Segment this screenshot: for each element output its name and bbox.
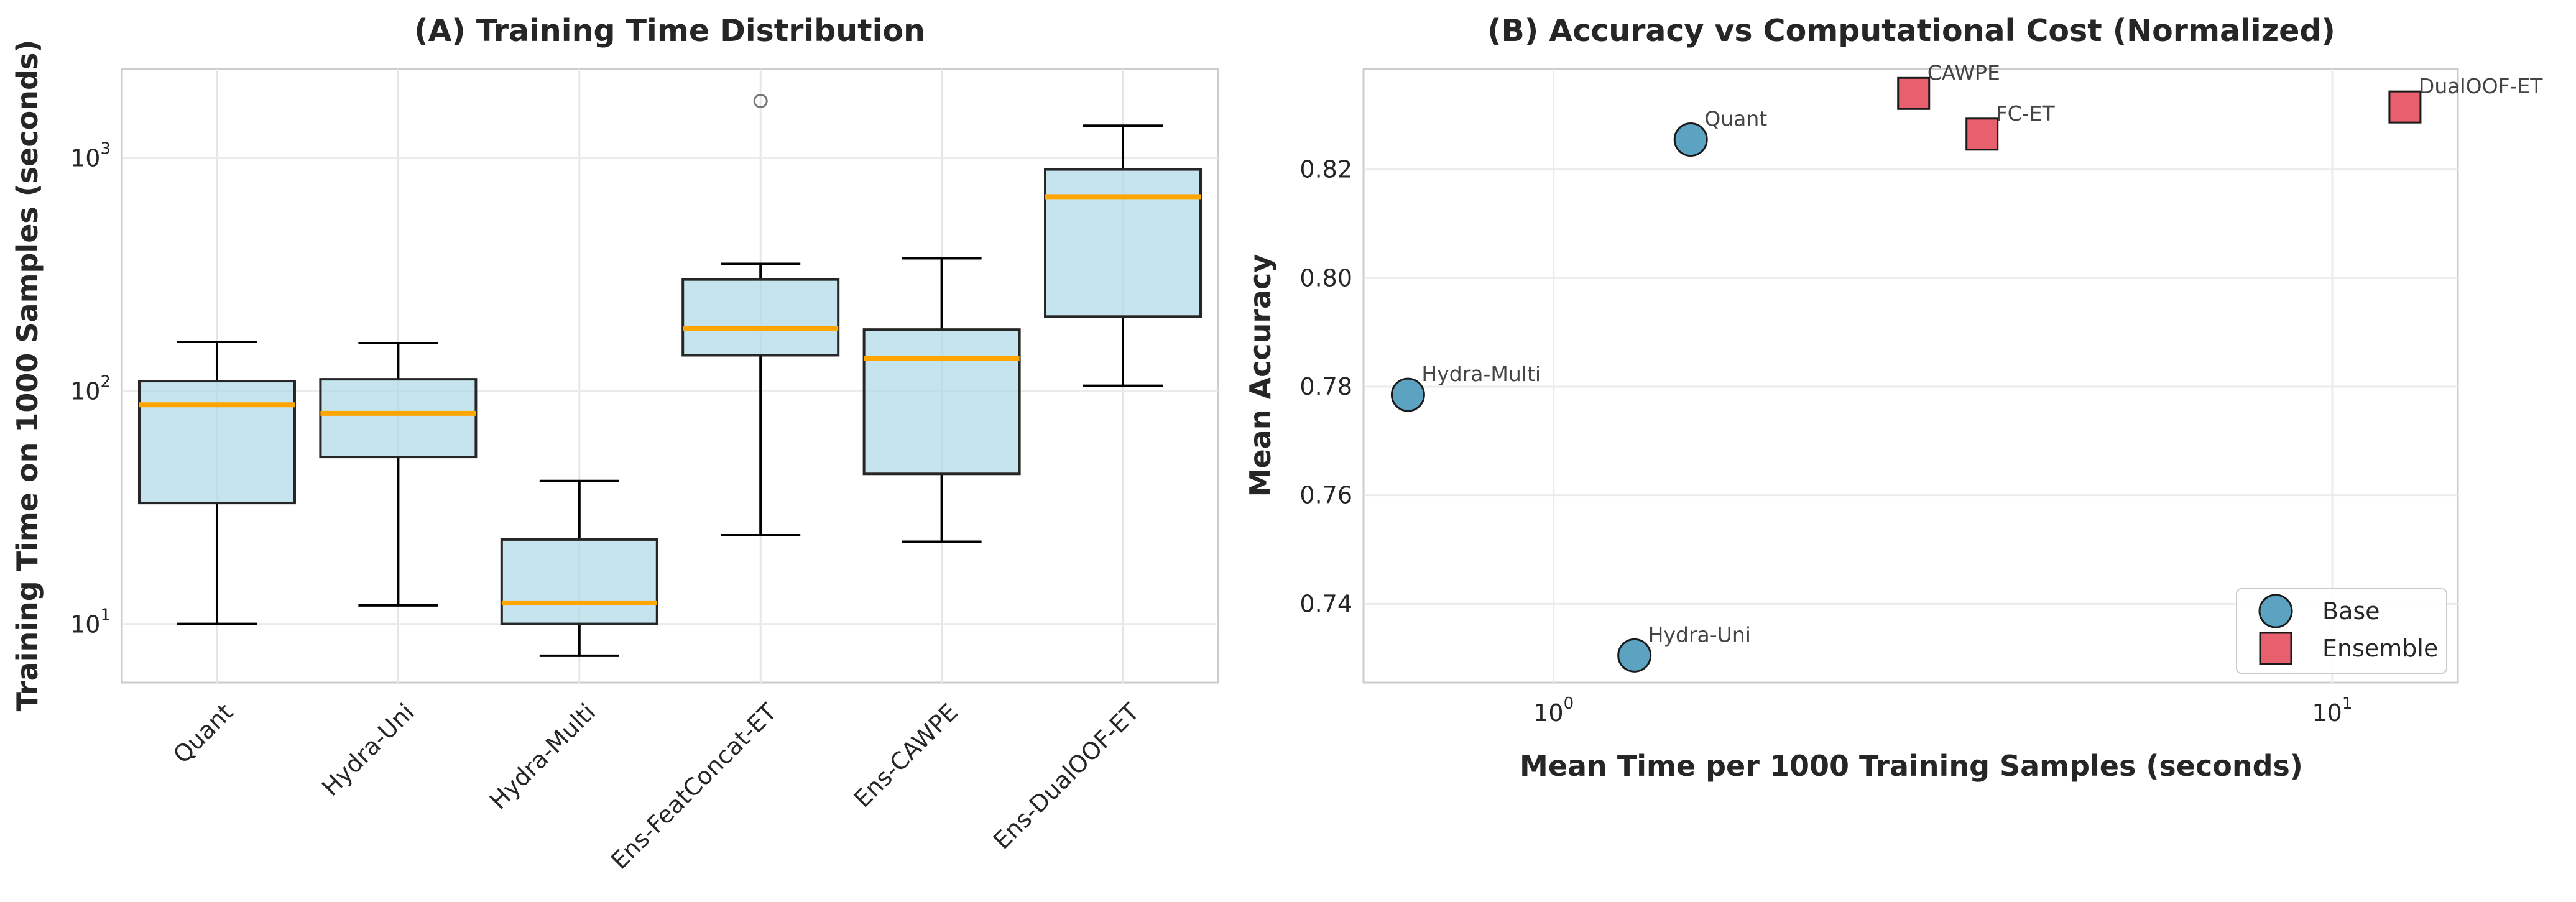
box-body (500, 538, 658, 625)
point-annotation: Quant (1704, 107, 1767, 131)
legend-label: Base (2322, 597, 2380, 625)
point-annotation: Hydra-Multi (1421, 362, 1541, 386)
panel-b-points: Quant Hydra-Multi Hydra-Uni CAWPE FC-ET DualO… (1390, 60, 2543, 673)
panel-a-y-tick-label: 101 (70, 606, 111, 638)
panel-a-category-labels: Quant Hydra-Uni Hydra-Multi Ens-FeatConcat-… (168, 698, 1145, 875)
box-body (681, 278, 840, 357)
panel-b-x-tick-base: 10 (2312, 699, 2342, 727)
base-point-hydra-multi (1390, 377, 1425, 412)
box-quant (137, 341, 296, 625)
box-ens-cawpe (862, 257, 1021, 543)
panel-b-x-ticks: 100 101 (1533, 694, 2352, 727)
box-hydra-uni (319, 342, 478, 607)
panel-a-category-label: Hydra-Uni (316, 698, 420, 801)
point-annotation: FC-ET (1996, 101, 2056, 126)
panel-a-plot-area (121, 68, 1219, 684)
panel-a-y-tick-label: 103 (70, 140, 111, 172)
panel-b-x-tick-label: 100 (1533, 694, 1574, 727)
panel-b-title: (B) Accuracy vs Computational Cost (Norm… (1487, 13, 2335, 48)
point-annotation: CAWPE (1927, 60, 2000, 85)
panel-b-legend: Base Ensemble (2236, 588, 2447, 674)
box-hydra-multi (500, 479, 658, 657)
panel-b-plot-area (1362, 68, 2459, 684)
box-body (1044, 168, 1203, 318)
panel-b-x-tick-exponent: 1 (2342, 694, 2353, 713)
panel-b-y-tick-label: 0.82 (1300, 156, 1352, 183)
outlier-point (753, 93, 768, 108)
point-annotation: Hydra-Uni (1648, 622, 1751, 647)
panel-a-category-label: Quant (168, 698, 238, 768)
box-body (862, 328, 1021, 476)
point-annotation: DualOOF-ET (2419, 74, 2543, 98)
ensemble-point-dualoof-et (2388, 90, 2422, 124)
panel-b-x-axis-label: Mean Time per 1000 Training Samples (sec… (1520, 749, 2303, 783)
panel-b-x-tick-exponent: 0 (1564, 694, 1574, 713)
base-point-hydra-uni (1617, 638, 1652, 673)
panel-b-y-tick-label: 0.80 (1300, 264, 1352, 292)
panel-a-y-tick-label: 102 (70, 373, 111, 405)
panel-b-x-tick-label: 101 (2312, 694, 2352, 727)
panel-a-y-tick-exponent: 1 (100, 606, 111, 625)
box-ens-dualoof-et (1044, 124, 1203, 387)
box-body (137, 380, 296, 505)
panel-a-y-tick-base: 10 (70, 378, 100, 405)
panel-b-y-axis-label: Mean Accuracy (1244, 254, 1277, 497)
legend-label: Ensemble (2322, 635, 2438, 662)
panel-b-y-tick-label: 0.74 (1300, 590, 1352, 617)
panel-a-y-axis-label: Training Time on 1000 Samples (seconds) (11, 40, 44, 712)
box-ens-featconcat-et (681, 93, 840, 536)
panel-a-y-tick-base: 10 (70, 611, 100, 638)
panel-a-category-label: Ens-DualOOF-ET (988, 698, 1145, 855)
legend-base-marker (2258, 594, 2293, 628)
panel-a-y-tick-exponent: 2 (100, 373, 111, 392)
panel-a-category-label: Ens-CAWPE (849, 698, 963, 812)
base-point-quant (1673, 122, 1708, 157)
panel-b-accuracy-vs-cost: Quant Hydra-Multi Hydra-Uni CAWPE FC-ET DualO… (1244, 13, 2543, 783)
ensemble-point-cawpe (1897, 76, 1931, 110)
panel-b-y-tick-label: 0.78 (1300, 373, 1352, 400)
panel-a-title: (A) Training Time Distribution (414, 13, 925, 48)
panel-a-category-label: Hydra-Multi (484, 698, 601, 814)
panel-b-y-tick-label: 0.76 (1300, 482, 1352, 509)
box-body (319, 378, 478, 459)
legend-ensemble-marker (2259, 632, 2292, 665)
panel-a-boxes (137, 93, 1203, 657)
ensemble-point-fc-et (1965, 117, 1999, 151)
panel-a-y-tick-exponent: 3 (100, 140, 111, 159)
panel-b-x-tick-base: 10 (1533, 699, 1563, 727)
panel-a-y-tick-base: 10 (70, 145, 100, 172)
panel-a-category-label: Ens-FeatConcat-ET (606, 698, 782, 875)
panel-b-y-ticks: 0.74 0.76 0.78 0.80 0.82 (1300, 156, 1352, 618)
